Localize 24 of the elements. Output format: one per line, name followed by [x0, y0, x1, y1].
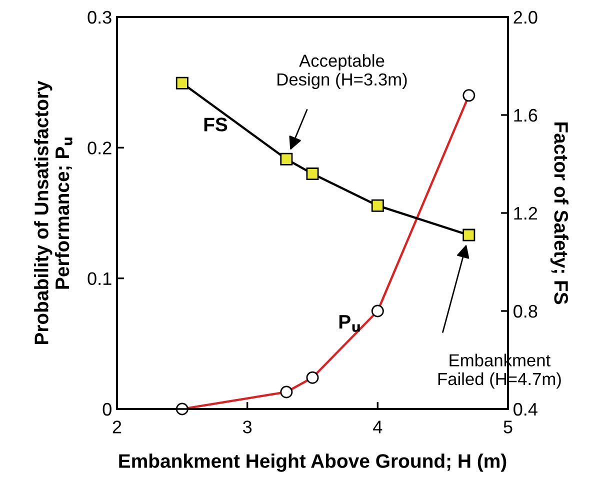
y2-tick-label: 2.0 — [514, 10, 538, 24]
annotation: Acceptable Design (H=3.3m) — [278, 54, 407, 90]
x-tick-label: 5 — [504, 420, 512, 434]
point — [371, 199, 384, 212]
x-tick-label: 2 — [112, 420, 122, 434]
y-tick-label: 0 — [102, 402, 112, 416]
y-tick-label: 0.1 — [88, 272, 112, 286]
x-axis-title: Embankment Height Above Ground; H (m) — [119, 454, 506, 472]
point — [280, 152, 293, 166]
point — [176, 76, 188, 90]
y2-tick-label: 0.4 — [514, 402, 538, 416]
annotation: FS — [204, 118, 228, 132]
point — [306, 168, 319, 180]
y-axis-title: Probability of Unsatisfactory Performance; P$_{u}$ — [34, 80, 72, 344]
annotation: P$_{u}$ — [339, 315, 360, 332]
point — [462, 228, 476, 242]
y2-tick-label: 0.8 — [514, 304, 538, 318]
x-tick-label: 4 — [373, 420, 382, 434]
y-tick-label: 0.3 — [88, 10, 112, 24]
y2-tick-label: 1.2 — [514, 206, 538, 220]
y-tick-label: 0.2 — [88, 142, 112, 154]
y2-tick-label: 1.6 — [514, 108, 538, 122]
y2-axis-title: Factor of Safety; FS — [550, 122, 569, 304]
x-tick-label: 3 — [243, 420, 252, 434]
